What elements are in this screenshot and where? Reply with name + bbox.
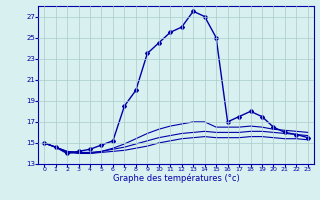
X-axis label: Graphe des températures (°c): Graphe des températures (°c) — [113, 174, 239, 183]
